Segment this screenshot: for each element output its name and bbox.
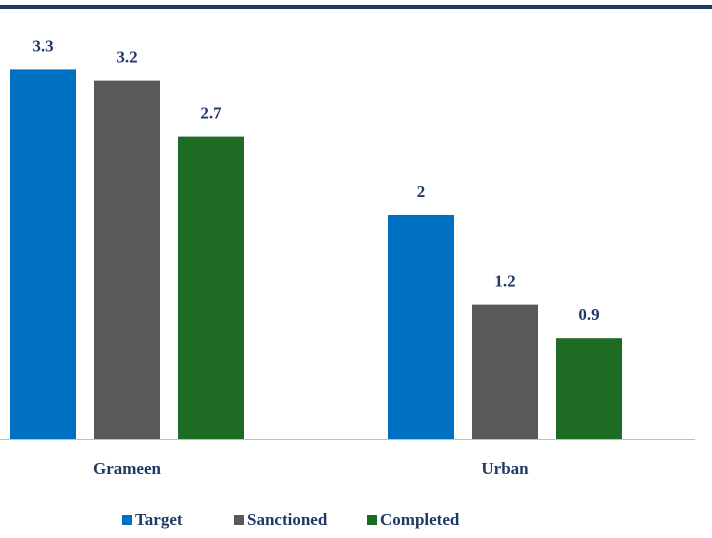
legend-swatch xyxy=(234,515,244,525)
data-label: 2.7 xyxy=(200,104,222,123)
bar xyxy=(556,338,622,439)
legend-label: Target xyxy=(135,510,183,529)
bar xyxy=(472,304,538,439)
bar xyxy=(178,136,244,439)
legend-swatch xyxy=(122,515,132,525)
legend-swatch xyxy=(367,515,377,525)
top-rule xyxy=(0,5,712,9)
bar xyxy=(10,69,76,440)
x-tick-label: Urban xyxy=(481,459,529,478)
data-label: 1.2 xyxy=(494,272,515,291)
bar xyxy=(94,80,160,439)
legend-label: Completed xyxy=(380,510,460,529)
data-label: 3.3 xyxy=(32,36,53,55)
bar xyxy=(388,215,454,439)
data-label: 3.2 xyxy=(116,48,137,67)
data-label: 0.9 xyxy=(578,305,599,324)
data-label: 2 xyxy=(417,182,426,201)
x-tick-label: Grameen xyxy=(93,459,162,478)
legend-label: Sanctioned xyxy=(247,510,328,529)
